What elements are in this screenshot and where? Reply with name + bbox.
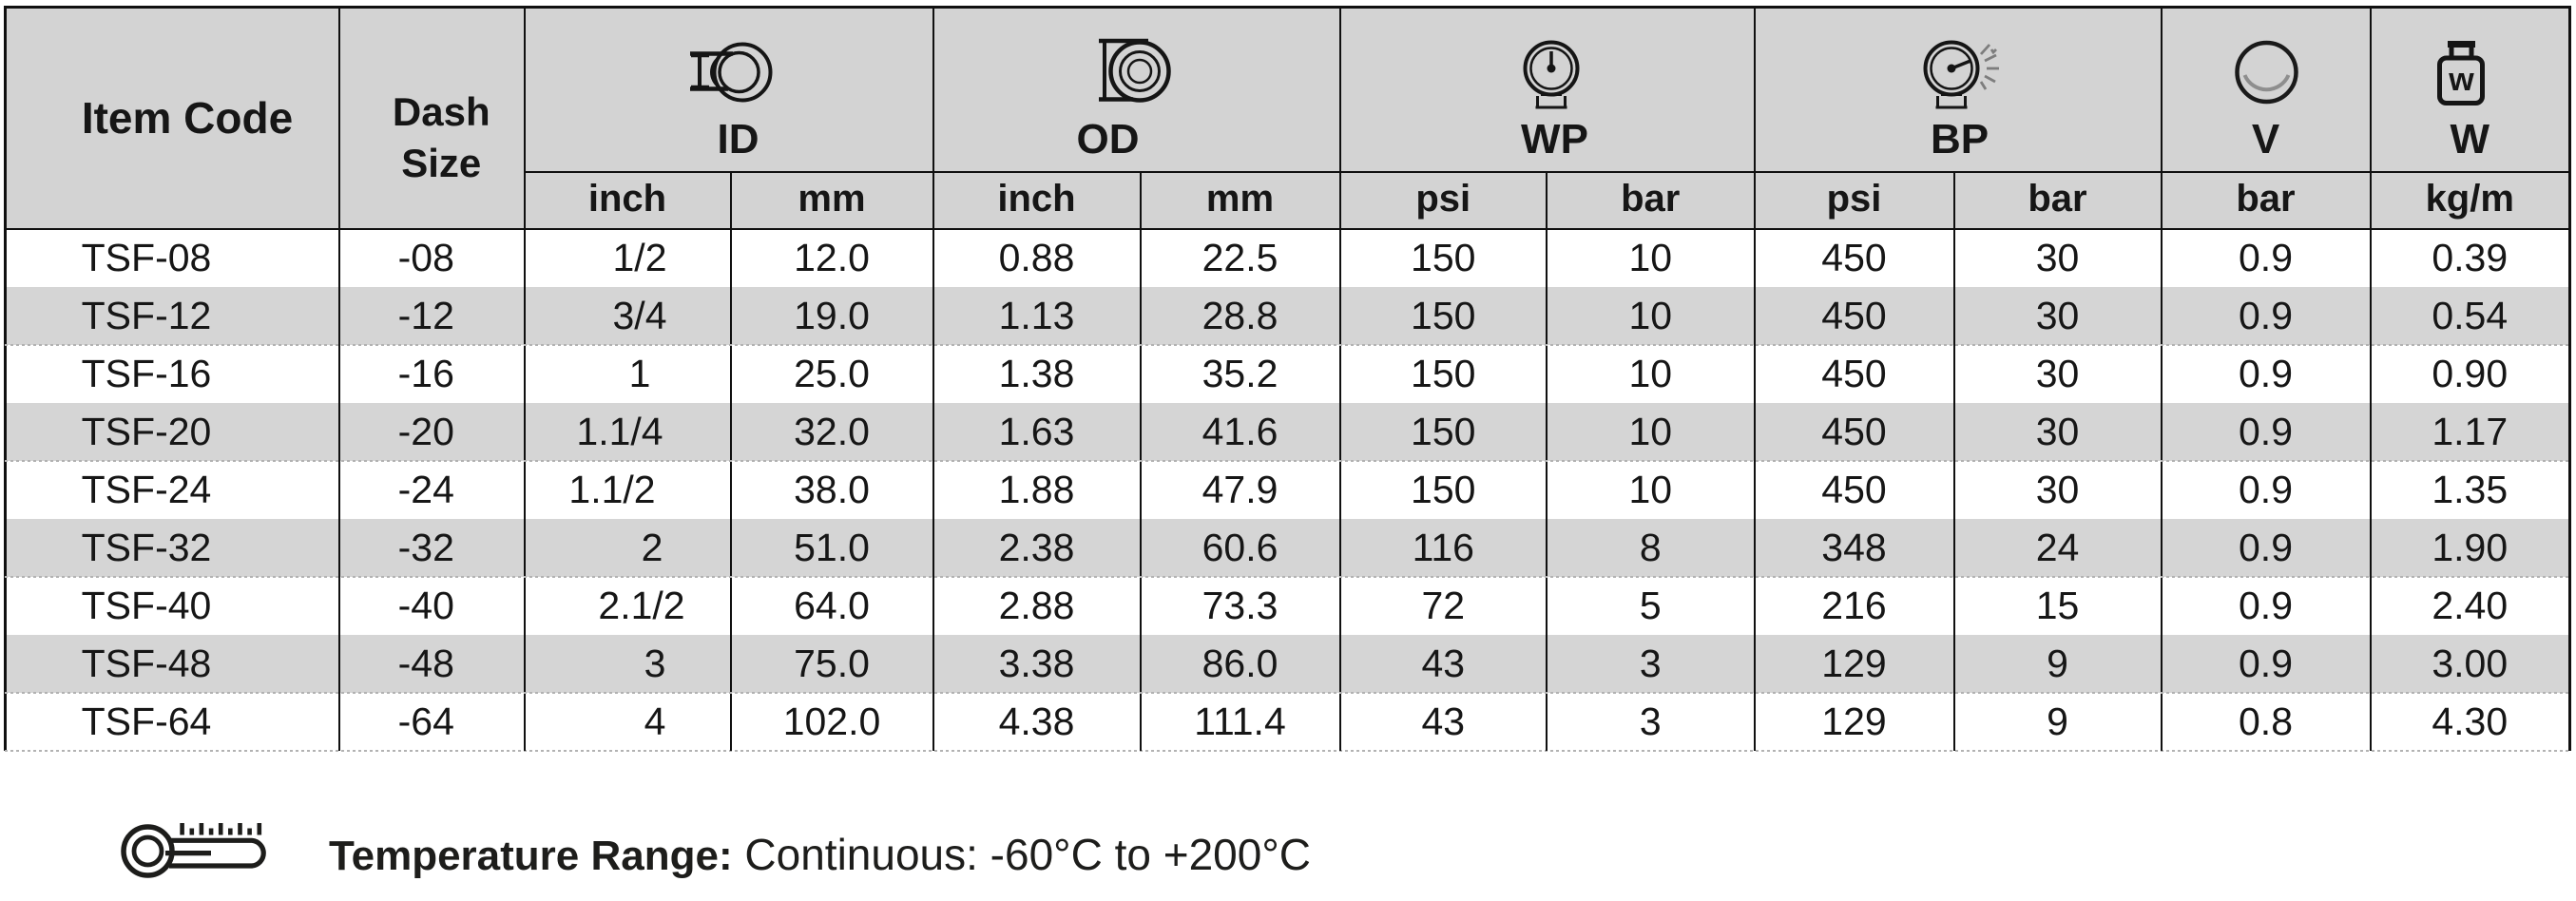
svg-text:w: w [2448,62,2474,98]
